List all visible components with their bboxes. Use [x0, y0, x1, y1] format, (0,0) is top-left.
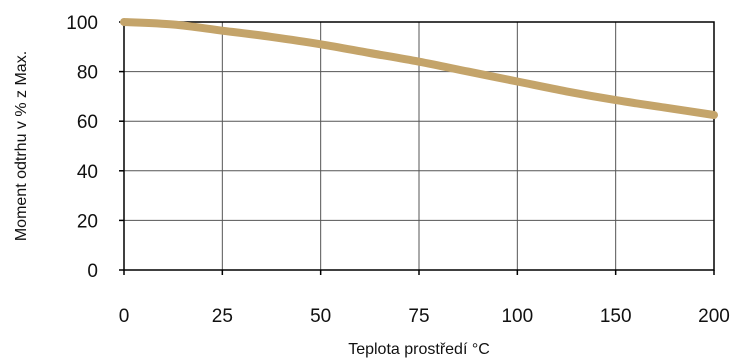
- y-tick-label: 20: [77, 211, 98, 232]
- y-tick-label: 100: [66, 13, 98, 34]
- x-tick-label: 100: [501, 306, 533, 327]
- x-axis-title: Teplota prostředí °C: [348, 341, 490, 358]
- y-tick-label: 40: [77, 162, 98, 183]
- x-tick-label: 75: [408, 306, 429, 327]
- y-tick-label: 80: [77, 63, 98, 84]
- tick-labels: 0 25 50 75 100 150 200 0 20 40 60 80 100: [66, 13, 730, 327]
- y-tick-label: 60: [77, 112, 98, 133]
- y-tick-label: 0: [87, 261, 98, 282]
- x-tick-label: 150: [600, 306, 632, 327]
- x-tick-label: 200: [698, 306, 730, 327]
- x-tick-label: 50: [310, 306, 331, 327]
- series-line: [120, 18, 718, 119]
- y-axis-title: Moment odtrhu v % z Max.: [13, 51, 30, 241]
- series-group: [120, 18, 718, 119]
- x-tick-label: 0: [119, 306, 130, 327]
- x-tick-label: 25: [212, 306, 233, 327]
